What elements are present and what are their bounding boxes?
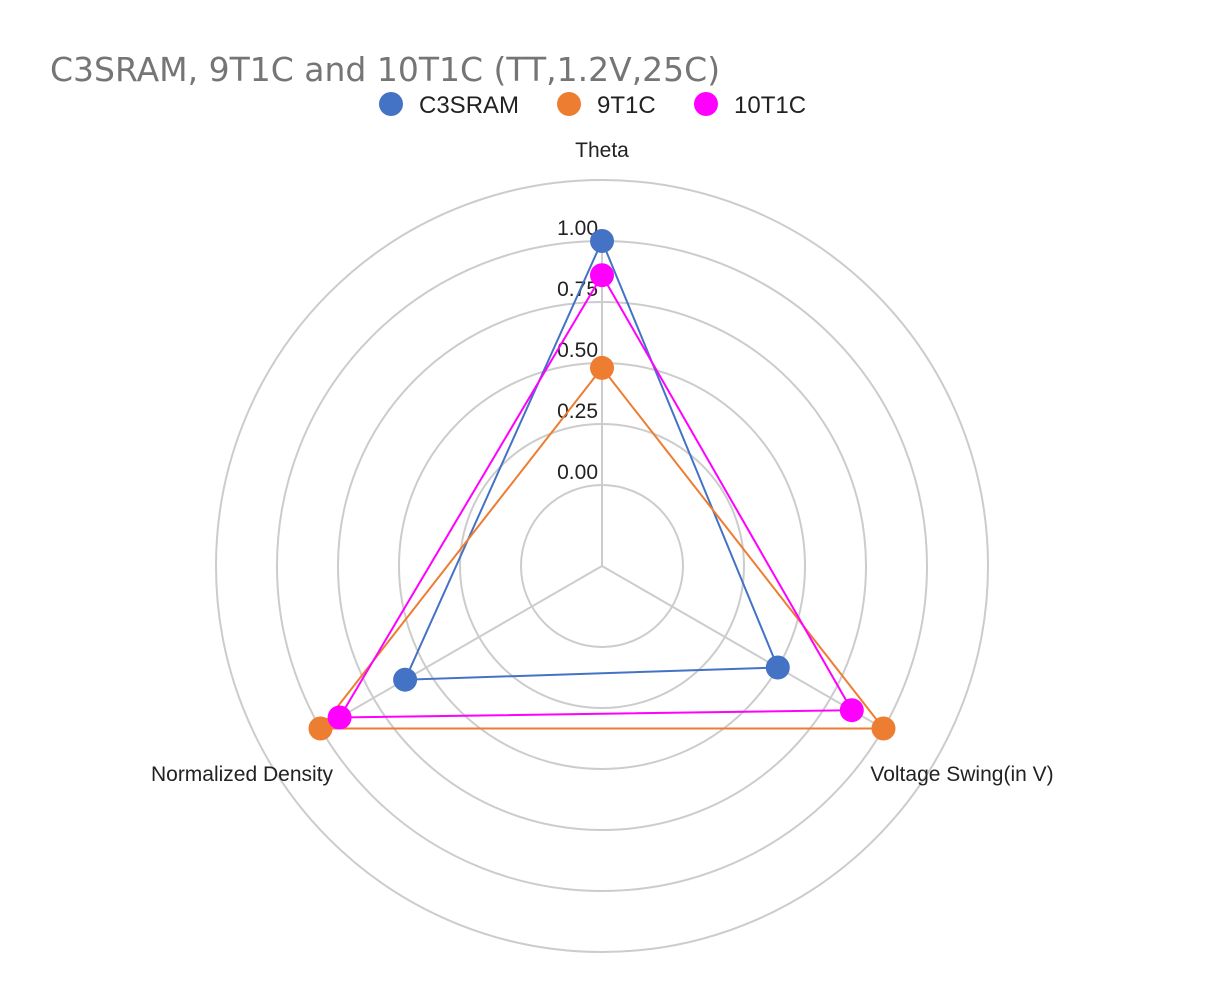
series-line [403, 238, 780, 681]
axis-label: Voltage Swing(in V) [870, 763, 1053, 786]
grid-spoke [320, 565, 603, 730]
series-line [337, 273, 854, 719]
data-point [871, 716, 896, 741]
series-line [318, 366, 886, 730]
tick-label: 0.00 [557, 461, 598, 484]
legend-marker [694, 92, 718, 116]
axis-label: Normalized Density [151, 763, 334, 786]
data-point [308, 716, 333, 741]
data-point [839, 698, 864, 723]
data-point [590, 263, 614, 288]
tick-label: 1.00 [557, 217, 598, 240]
axis-labels: Theta Voltage Swing(in V) Normalized Densi… [151, 139, 1054, 786]
tick-label: 0.75 [557, 278, 598, 301]
radar-grid [215, 179, 989, 953]
legend-marker [557, 92, 581, 116]
grid-spoke [601, 565, 884, 730]
radial-tick-labels: 0.00 0.25 0.50 0.75 1.00 [557, 217, 598, 484]
data-point [765, 655, 790, 680]
grid-ring [215, 179, 989, 953]
legend-label: C3SRAM [419, 92, 519, 119]
tick-label: 0.25 [557, 400, 598, 423]
data-point [590, 229, 614, 253]
axis-label: Theta [575, 139, 629, 162]
chart-title: C3SRAM, 9T1C and 10T1C (TT,1.2V,25C) [50, 50, 720, 89]
legend-label: 10T1C [734, 92, 806, 119]
series-layer [308, 229, 896, 741]
data-point [393, 667, 418, 692]
legend-marker [379, 92, 403, 116]
tick-label: 0.50 [557, 339, 598, 362]
legend: C3SRAM 9T1C 10T1C [379, 92, 806, 119]
data-point [590, 355, 614, 380]
legend-label: 9T1C [597, 92, 656, 119]
data-point [327, 705, 352, 730]
